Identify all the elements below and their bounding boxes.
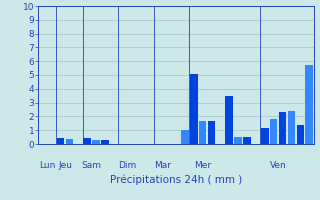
Bar bbox=[279, 112, 286, 144]
Text: Lun: Lun bbox=[39, 161, 55, 170]
Bar bbox=[199, 121, 206, 144]
Bar bbox=[270, 119, 277, 144]
Text: Mer: Mer bbox=[194, 161, 211, 170]
Bar bbox=[226, 96, 233, 144]
Text: Précipitations 24h ( mm ): Précipitations 24h ( mm ) bbox=[110, 174, 242, 185]
Bar bbox=[243, 137, 251, 144]
Text: Sam: Sam bbox=[82, 161, 102, 170]
Bar bbox=[57, 138, 64, 144]
Bar bbox=[288, 111, 295, 144]
Bar bbox=[101, 140, 109, 144]
Bar bbox=[190, 74, 197, 144]
Text: Ven: Ven bbox=[270, 161, 286, 170]
Bar bbox=[261, 128, 268, 144]
Text: Jeu: Jeu bbox=[58, 161, 72, 170]
Bar bbox=[234, 137, 242, 144]
Bar bbox=[84, 138, 91, 144]
Bar bbox=[181, 130, 189, 144]
Text: Mar: Mar bbox=[154, 161, 171, 170]
Text: Dim: Dim bbox=[118, 161, 136, 170]
Bar bbox=[208, 121, 215, 144]
Bar bbox=[305, 65, 313, 144]
Bar bbox=[66, 139, 73, 144]
Bar bbox=[92, 140, 100, 144]
Bar bbox=[297, 125, 304, 144]
